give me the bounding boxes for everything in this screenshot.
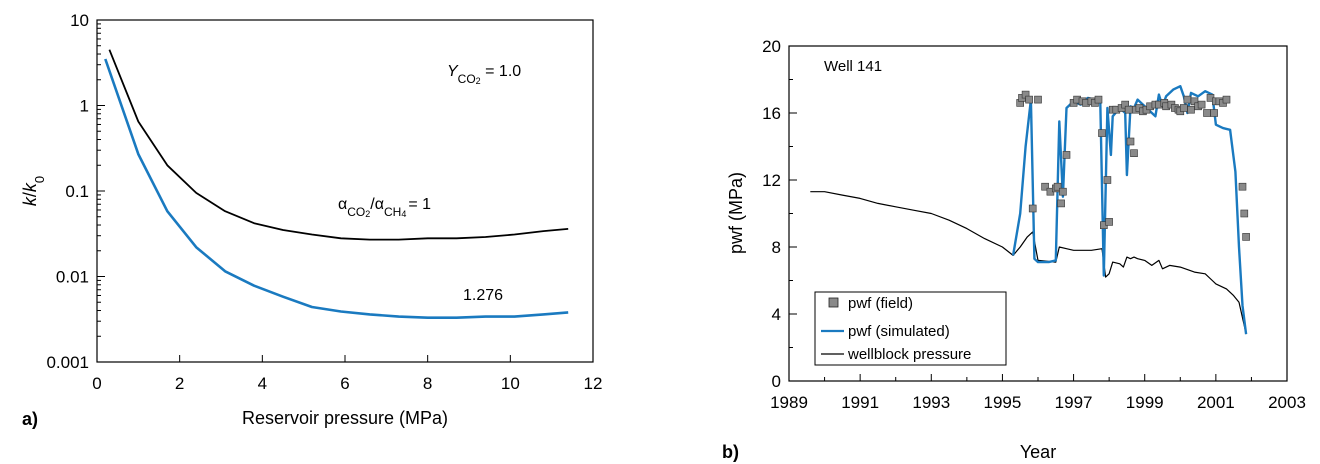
panel-b-chart: 1989 1991 1993 1995 1997 1999 2001 2003 0 4 8 12 16 2… bbox=[722, 37, 1306, 462]
panel-b-field-point bbox=[1098, 129, 1106, 137]
panel-b-field-point bbox=[1057, 199, 1065, 208]
panel-b-series bbox=[810, 84, 1250, 335]
panel-b-y-tick-label: 12 bbox=[762, 171, 781, 190]
panel-a-series-line-black bbox=[108, 49, 569, 241]
panel-b-y-tick-label: 4 bbox=[772, 305, 781, 324]
panel-b-field-point bbox=[1094, 95, 1103, 104]
panel-b-y-tick-label: 16 bbox=[762, 104, 781, 123]
panel-b-field-point bbox=[1059, 187, 1067, 196]
panel-b-field-point bbox=[1103, 176, 1112, 184]
panel-a-y-tick-label: 0.01 bbox=[56, 268, 89, 287]
panel-b-field-point bbox=[1028, 204, 1037, 213]
panel-a-x-tick-label: 12 bbox=[584, 374, 603, 393]
panel-b-x-tick-label: 1989 bbox=[770, 393, 808, 412]
panel-b-field-point bbox=[1210, 109, 1218, 117]
panel-b-field-point bbox=[1187, 105, 1195, 114]
panel-b-field-point bbox=[1197, 100, 1206, 109]
panel-b-y-tick-label: 0 bbox=[772, 372, 781, 391]
panel-a-y-axis-title: k/k0 bbox=[20, 176, 47, 206]
panel-a-plot-frame bbox=[96, 19, 594, 363]
panel-b-field-point bbox=[1105, 218, 1113, 226]
panel-b-field-point bbox=[1240, 209, 1249, 218]
panel-b-x-tick-label: 1993 bbox=[912, 393, 950, 412]
panel-b-field-point bbox=[1124, 105, 1133, 114]
panel-b-panel-title: Well 141 bbox=[824, 58, 882, 75]
panel-b-x-tick-label: 1997 bbox=[1055, 393, 1093, 412]
panel-b-field-point bbox=[1242, 233, 1250, 241]
panel-b-x-tick-label: 1995 bbox=[984, 393, 1022, 412]
panel-a-x-tick-label: 10 bbox=[501, 374, 520, 393]
panel-a-series bbox=[104, 49, 569, 320]
panel-a-x-tick-label: 0 bbox=[92, 374, 101, 393]
panel-a-x-tick-label: 6 bbox=[340, 374, 349, 393]
panel-a-y-tick-label: 1 bbox=[80, 97, 89, 116]
panel-a-annotation-blue-value: 1.276 bbox=[463, 287, 503, 304]
panel-a-annotation-alpha-ratio: αCO2/αCH4= 1 bbox=[338, 196, 431, 219]
panel-b-x-axis-title: Year bbox=[1020, 442, 1056, 462]
panel-b-field-point bbox=[1062, 151, 1071, 159]
panel-b-x-tick-label: 2003 bbox=[1268, 393, 1306, 412]
panel-b-field-point bbox=[1041, 182, 1049, 191]
panel-b-field-point bbox=[1203, 109, 1211, 117]
panel-b-ticks: 1989 1991 1993 1995 1997 1999 2001 2003 0 4 8 12 16 2… bbox=[762, 37, 1306, 412]
panel-b-y-tick-label: 8 bbox=[772, 238, 781, 257]
legend-field-label: pwf (field) bbox=[848, 295, 913, 312]
panel-a-x-axis-title: Reservoir pressure (MPa) bbox=[242, 408, 448, 428]
panel-b-x-tick-label: 1991 bbox=[841, 393, 879, 412]
panel-b-field-point bbox=[1183, 95, 1192, 104]
panel-b-field-point bbox=[1222, 95, 1231, 104]
panel-b-y-tick-label: 20 bbox=[762, 37, 781, 56]
panel-b-x-tick-label: 2001 bbox=[1197, 393, 1235, 412]
panel-b-wellblock-pressure-line bbox=[810, 191, 1247, 335]
panel-a-x-tick-label: 8 bbox=[423, 374, 432, 393]
legend-wellblock-label: wellblock pressure bbox=[847, 346, 971, 363]
panel-a-x-tick-label: 2 bbox=[175, 374, 184, 393]
panel-b-field-point bbox=[1130, 149, 1138, 157]
panel-a-chart: 0 2 4 6 8 10 12 0.001 0.01 0.1 1 10 YCO2 = 1.0 αCO2… bbox=[20, 11, 602, 429]
legend-box bbox=[814, 291, 1007, 366]
panel-b-field-point bbox=[1053, 182, 1062, 191]
panel-a-series-line-blue bbox=[104, 58, 569, 320]
panel-a-y-tick-label: 0.001 bbox=[46, 353, 89, 372]
panel-b-legend: pwf (field) pwf (simulated) wellblock pr… bbox=[814, 291, 1007, 366]
panel-a-y-tick-label: 0.1 bbox=[65, 182, 89, 201]
panel-b-field-point bbox=[1126, 137, 1135, 146]
panel-b-x-tick-label: 1999 bbox=[1126, 393, 1164, 412]
panel-b-field-point bbox=[1034, 95, 1042, 104]
panel-b-y-axis-title: pwf (MPa) bbox=[726, 172, 746, 254]
panel-b-label: b) bbox=[722, 442, 739, 462]
panel-a-annotation-y-co2: YCO2 = 1.0 bbox=[447, 63, 521, 86]
panel-b-field-point bbox=[1180, 104, 1188, 112]
panel-b-simulated-pwf-line bbox=[1011, 84, 1248, 335]
panel-b-field-point bbox=[1025, 95, 1033, 104]
panel-b-plot-frame bbox=[788, 45, 1288, 382]
panel-b-field-point bbox=[1238, 182, 1247, 191]
panel-a-y-tick-label: 10 bbox=[70, 11, 89, 30]
panel-a-x-tick-label: 4 bbox=[258, 374, 267, 393]
legend-field-marker bbox=[828, 297, 839, 308]
panel-a-label: a) bbox=[22, 409, 38, 429]
legend-simulated-label: pwf (simulated) bbox=[848, 323, 950, 340]
